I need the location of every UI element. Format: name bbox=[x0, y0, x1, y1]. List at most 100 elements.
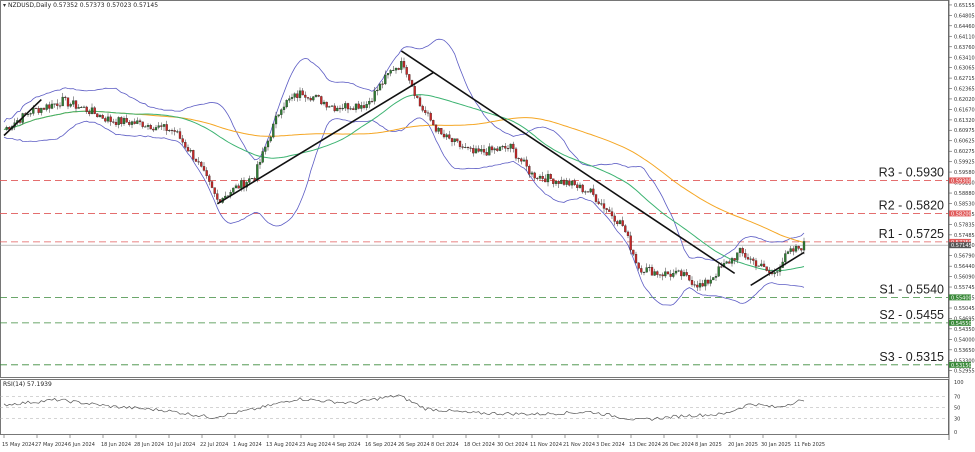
candle-body bbox=[202, 166, 206, 171]
candle-body bbox=[682, 272, 686, 277]
candle-body bbox=[632, 249, 635, 255]
candle-body bbox=[165, 124, 168, 131]
candlesticks bbox=[5, 57, 806, 291]
candle-body bbox=[64, 96, 67, 98]
candle-body bbox=[736, 252, 739, 261]
price-tick-label: 0.53300 bbox=[954, 358, 975, 364]
candle-body bbox=[706, 279, 710, 284]
candle-body bbox=[472, 148, 475, 154]
candle-body bbox=[570, 180, 574, 186]
level-label: S1 - 0.5540 bbox=[879, 282, 944, 296]
candle-body bbox=[349, 108, 352, 110]
candle-body bbox=[480, 149, 483, 152]
time-tick-label: 23 Aug 2024 bbox=[299, 442, 331, 448]
candle-body bbox=[626, 231, 630, 236]
trend-line bbox=[400, 50, 736, 275]
price-tick-label: 0.57835 bbox=[954, 222, 975, 228]
candle-body bbox=[288, 98, 291, 101]
time-tick-label: 28 Jun 2024 bbox=[134, 442, 164, 448]
candle-body bbox=[680, 270, 683, 277]
candle-body bbox=[794, 245, 798, 252]
bollinger-bands bbox=[3, 38, 805, 306]
candle-body bbox=[402, 61, 406, 68]
time-tick-label: 8 Oct 2024 bbox=[431, 442, 459, 448]
candle-body bbox=[757, 265, 760, 267]
price-tick-label: 0.64460 bbox=[954, 24, 975, 30]
candle-body bbox=[546, 174, 550, 183]
price-tick-label: 0.55045 bbox=[954, 306, 975, 312]
rsi-tick-label: 0 bbox=[954, 430, 957, 436]
candle-body bbox=[106, 116, 110, 122]
candle-body bbox=[608, 209, 611, 212]
candle-body bbox=[765, 266, 768, 271]
candle-body bbox=[261, 151, 264, 163]
candle-body bbox=[613, 215, 616, 222]
candle-body bbox=[408, 74, 411, 81]
candle-body bbox=[40, 107, 43, 113]
candle-body bbox=[773, 272, 776, 275]
collapse-triangle-icon[interactable]: ▾ bbox=[3, 2, 7, 9]
time-tick-label: 13 Dec 2024 bbox=[629, 442, 661, 448]
level-price-tag-text: 0.58200 bbox=[951, 211, 972, 217]
candle-body bbox=[184, 142, 187, 148]
candle-body bbox=[477, 148, 480, 152]
time-tick-label: 13 Aug 2024 bbox=[266, 442, 298, 448]
candle-body bbox=[677, 270, 680, 272]
candle-body bbox=[162, 124, 166, 127]
moving-average-long bbox=[3, 110, 805, 243]
candle-body bbox=[69, 104, 72, 107]
candle-body bbox=[210, 181, 214, 188]
price-tick-label: 0.58530 bbox=[954, 202, 975, 208]
candle-body bbox=[730, 258, 734, 264]
candle-body bbox=[424, 110, 427, 113]
candle-body bbox=[328, 106, 331, 108]
candle-body bbox=[573, 180, 576, 185]
candle-body bbox=[720, 266, 723, 268]
candle-body bbox=[322, 101, 326, 105]
price-tick-label: 0.63065 bbox=[954, 66, 975, 72]
candle-body bbox=[437, 128, 440, 132]
price-tick-label: 0.63760 bbox=[954, 45, 975, 51]
candle-body bbox=[557, 181, 560, 184]
candle-body bbox=[698, 283, 702, 288]
candle-body bbox=[501, 146, 504, 148]
candle-body bbox=[354, 103, 358, 110]
rsi-tick-label: 50 bbox=[954, 406, 960, 412]
price-tick-label: 0.62365 bbox=[954, 87, 975, 93]
candle-body bbox=[664, 271, 667, 277]
candle-body bbox=[504, 146, 507, 149]
candle-body bbox=[77, 107, 80, 109]
candle-body bbox=[384, 74, 387, 85]
level-label: R2 - 0.5820 bbox=[879, 198, 944, 212]
candle-body bbox=[690, 280, 694, 285]
candle-body bbox=[386, 73, 390, 76]
price-tick-label: 0.56090 bbox=[954, 275, 975, 281]
candle-body bbox=[338, 107, 342, 110]
candle-body bbox=[194, 159, 198, 162]
candle-body bbox=[317, 95, 320, 97]
price-tick-label: 0.57485 bbox=[954, 233, 975, 239]
candle-body bbox=[784, 253, 787, 263]
candle-body bbox=[53, 103, 56, 105]
level-price-tag bbox=[949, 294, 971, 301]
candle-body bbox=[154, 127, 158, 131]
symbol-label: NZDUSD,Daily bbox=[8, 2, 52, 9]
candle-body bbox=[381, 83, 384, 85]
candle-body bbox=[776, 271, 779, 273]
candle-body bbox=[186, 147, 190, 152]
time-tick-label: 15 May 2024 bbox=[2, 442, 35, 448]
candle-body bbox=[738, 248, 742, 253]
candle-body bbox=[397, 68, 400, 70]
candle-body bbox=[530, 172, 534, 175]
candle-body bbox=[264, 146, 267, 152]
trend-line bbox=[216, 71, 434, 205]
candle-body bbox=[578, 184, 582, 188]
time-tick-label: 26 Sep 2024 bbox=[398, 442, 430, 448]
level-price-tag-text: 0.55400 bbox=[951, 295, 972, 301]
candle-body bbox=[752, 258, 755, 261]
candle-body bbox=[512, 143, 515, 150]
candle-body bbox=[136, 120, 139, 124]
price-tick-label: 0.62715 bbox=[954, 76, 975, 82]
candle-body bbox=[285, 100, 288, 108]
candle-body bbox=[168, 130, 171, 132]
